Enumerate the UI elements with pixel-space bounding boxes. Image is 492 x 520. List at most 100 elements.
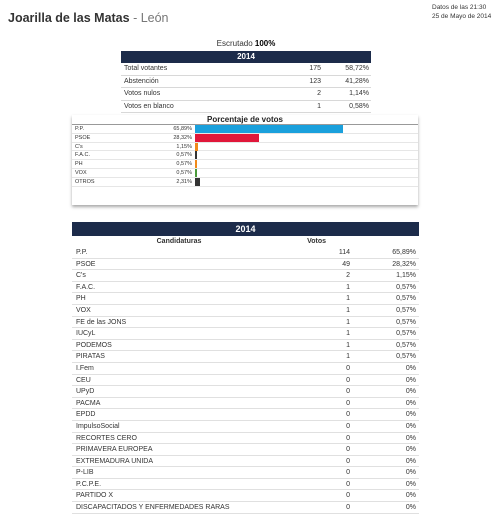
party-percent: 65,89%	[392, 249, 416, 256]
results-table: 2014 Candidaturas Votos P.P. 114 65,89% PSO…	[72, 222, 419, 514]
party-votes: 1	[346, 283, 350, 291]
party-name: RECORTES CERO	[76, 434, 137, 442]
party-votes: 0	[346, 376, 350, 384]
party-votes: 0	[346, 422, 350, 430]
party-votes: 0	[346, 411, 350, 419]
party-name: UPyD	[76, 388, 95, 396]
table-row: PRIMAVERA EUROPEA 0 0%	[72, 444, 419, 456]
escrutado-label: Escrutado	[216, 39, 255, 48]
party-votes: 0	[346, 388, 350, 396]
chart-row: PH 0,57%	[72, 160, 418, 169]
table-row: IUCyL 1 0,57%	[72, 328, 419, 340]
chart-percent-label: 65,89%	[173, 126, 192, 132]
party-name: F.A.C.	[76, 283, 96, 291]
chart-bar	[195, 151, 197, 160]
table-row: C's 2 1,15%	[72, 270, 419, 282]
party-votes: 0	[346, 492, 350, 500]
timestamp-time: Datos de las 21:30	[432, 4, 487, 11]
results-column-header: Candidaturas Votos	[72, 236, 419, 247]
party-percent: 0%	[405, 457, 416, 465]
chart-bar	[195, 168, 197, 177]
party-percent: 0%	[405, 480, 416, 488]
party-percent: 0%	[405, 411, 416, 419]
chart-percent-label: 1,15%	[176, 143, 192, 150]
chart-row: F.A.C. 0,57%	[72, 151, 418, 161]
party-name: IUCyL	[76, 330, 96, 338]
table-row: CEU 0 0%	[72, 375, 419, 387]
party-name: PRIMAVERA EUROPEA	[76, 446, 153, 454]
party-percent: 0%	[405, 469, 416, 477]
party-votes: 0	[346, 399, 350, 407]
party-votes: 0	[346, 364, 350, 372]
chart-bar	[195, 160, 197, 169]
party-name: PODEMOS	[76, 341, 112, 349]
party-name: P.P.	[76, 249, 88, 256]
page-title: Joarilla de las Matas - León	[8, 11, 169, 25]
chart-row: VOX 0,57%	[72, 168, 418, 178]
party-name: VOX	[76, 306, 91, 314]
summary-count: 1	[317, 102, 321, 110]
party-percent: 28,32%	[392, 260, 416, 268]
summary-row: Votos en blanco 1 0,58%	[121, 101, 371, 113]
chart-percent-label: 0,57%	[176, 169, 192, 176]
table-row: PIRATAS 1 0,57%	[72, 351, 419, 363]
party-votes: 49	[342, 260, 350, 268]
party-votes: 1	[346, 341, 350, 349]
table-row: VOX 1 0,57%	[72, 305, 419, 317]
party-votes: 114	[338, 249, 350, 256]
party-name: PIRATAS	[76, 353, 105, 361]
summary-count: 123	[309, 77, 321, 85]
table-row: PODEMOS 1 0,57%	[72, 340, 419, 352]
chart-row: OTROS 2,31%	[72, 177, 418, 187]
party-percent: 0,57%	[396, 330, 416, 338]
summary-percent: 0,58%	[349, 102, 369, 110]
timestamp-date: 25 de Mayo de 2014	[432, 13, 492, 20]
party-votes: 2	[346, 272, 350, 280]
table-row: EXTREMADURA UNIDA 0 0%	[72, 456, 419, 468]
table-row: PACMA 0 0%	[72, 398, 419, 410]
party-votes: 1	[346, 295, 350, 303]
summary-label: Total votantes	[124, 65, 168, 72]
chart-party-label: P.P.	[75, 126, 84, 132]
vote-percentage-chart: Porcentaje de votos P.P. 65,89% PSOE 28,32%…	[72, 115, 418, 205]
chart-bar	[195, 177, 201, 186]
chart-party-label: VOX	[75, 169, 87, 176]
table-row: PH 1 0,57%	[72, 293, 419, 305]
chart-row: P.P. 65,89%	[72, 125, 418, 134]
party-percent: 0,57%	[396, 341, 416, 349]
party-votes: 0	[346, 480, 350, 488]
party-name: PSOE	[76, 260, 96, 268]
party-name: CEU	[76, 376, 91, 384]
title-separator: -	[129, 11, 141, 25]
party-percent: 0%	[405, 399, 416, 407]
table-row: EPDD 0 0%	[72, 409, 419, 421]
table-row: P.C.P.E. 0 0%	[72, 479, 419, 491]
summary-count: 175	[309, 65, 321, 72]
party-name: PARTIDO X	[76, 492, 114, 500]
chart-party-label: PH	[75, 161, 83, 168]
party-votes: 0	[346, 434, 350, 442]
summary-label: Votos nulos	[124, 90, 161, 97]
chart-title: Porcentaje de votos	[72, 115, 418, 125]
summary-row: Abstención 123 41,28%	[121, 76, 371, 88]
summary-year-header: 2014	[121, 51, 371, 63]
party-percent: 0,57%	[396, 283, 416, 291]
party-name: EXTREMADURA UNIDA	[76, 457, 154, 465]
party-name: C's	[76, 272, 86, 280]
chart-percent-label: 2,31%	[176, 178, 192, 185]
party-percent: 0%	[405, 376, 416, 384]
escrutado-status: Escrutado 100%	[121, 39, 371, 48]
party-name: PH	[76, 295, 86, 303]
party-percent: 0%	[405, 388, 416, 396]
chart-row: C's 1,15%	[72, 142, 418, 152]
party-percent: 0%	[405, 434, 416, 442]
party-name: P-LIB	[76, 469, 94, 477]
chart-row: PSOE 28,32%	[72, 133, 418, 143]
table-row: P-LIB 0 0%	[72, 467, 419, 479]
chart-percent-label: 0,57%	[176, 161, 192, 168]
party-votes: 0	[346, 457, 350, 465]
summary-label: Votos en blanco	[124, 102, 174, 110]
party-name: P.C.P.E.	[76, 480, 102, 488]
data-timestamp: Datos de las 21:30 25 de Mayo de 2014	[432, 3, 491, 21]
party-percent: 0%	[405, 364, 416, 372]
